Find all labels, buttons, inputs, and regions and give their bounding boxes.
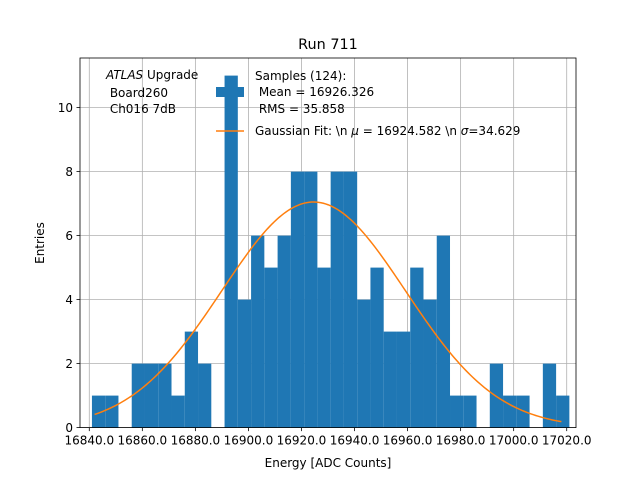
x-tick-label: 16980.0 (436, 434, 486, 448)
chart-title: Run 711 (298, 37, 358, 53)
histogram-bar (463, 395, 477, 428)
legend-fit-prefix: Gaussian Fit: \n (255, 124, 351, 138)
y-tick-label: 8 (65, 165, 73, 179)
histogram-bar (144, 363, 159, 428)
annotation-channel: Ch016 7dB (106, 102, 176, 116)
x-tick-label: 17020.0 (542, 434, 592, 448)
x-tick-label: 16860.0 (118, 434, 168, 448)
legend-samples-line-1: Samples (124): (255, 69, 346, 83)
detector-annotation: ATLAS Upgrade Board260 Ch016 7dB (105, 68, 198, 116)
legend-samples-line-3: RMS = 35.858 (255, 102, 345, 116)
histogram-bar (450, 395, 464, 428)
y-tick-label: 10 (58, 101, 73, 115)
annotation-upgrade: Upgrade (143, 68, 198, 82)
annotation-line-1: ATLAS Upgrade (105, 68, 198, 82)
legend-samples-line-2: Mean = 16926.326 (255, 85, 374, 99)
annotation-atlas: ATLAS (105, 68, 144, 82)
x-tick-label: 16940.0 (330, 434, 380, 448)
histogram-bar (158, 363, 172, 428)
histogram-bars (91, 75, 570, 428)
legend-samples-swatch (216, 87, 244, 97)
histogram-bar (198, 363, 212, 428)
histogram-bar (131, 363, 145, 428)
x-axis-ticks: 16840.0 16860.0 16880.0 16900.0 16920.0 16940… (64, 427, 592, 448)
histogram-bar (556, 395, 570, 428)
annotation-board: Board260 (106, 86, 168, 100)
histogram-bar (396, 331, 411, 428)
y-tick-label: 6 (65, 229, 73, 243)
x-tick-label: 16920.0 (277, 434, 327, 448)
histogram-bar (330, 171, 344, 428)
histogram-bar (251, 235, 265, 428)
histogram-bar (224, 75, 238, 428)
histogram-bar (516, 395, 530, 428)
histogram-bar (171, 395, 185, 428)
y-tick-label: 0 (65, 421, 73, 435)
legend: Samples (124): Mean = 16926.326 RMS = 35… (216, 69, 520, 138)
x-axis-label: Energy [ADC Counts] (265, 456, 392, 470)
histogram-bar (277, 235, 291, 428)
x-tick-label: 16960.0 (383, 434, 433, 448)
legend-fit-mid: = 16924.582 \n (359, 124, 461, 138)
histogram-bar (357, 299, 371, 428)
histogram-bar (423, 299, 437, 428)
histogram-bar (290, 171, 305, 428)
legend-fit-suffix: =34.629 (468, 124, 520, 138)
x-tick-label: 16880.0 (171, 434, 221, 448)
histogram-bar (343, 171, 358, 428)
histogram-bar (304, 171, 318, 428)
histogram-bar (237, 299, 252, 428)
y-tick-label: 4 (65, 293, 73, 307)
histogram-bar (542, 363, 557, 428)
y-tick-label: 2 (65, 357, 73, 371)
histogram-bar (264, 267, 278, 428)
histogram-bar (91, 395, 106, 428)
histogram-bar (503, 395, 517, 428)
x-tick-label: 16900.0 (224, 434, 274, 448)
histogram-bar (317, 267, 331, 428)
histogram-bar (105, 395, 119, 428)
histogram-bar (436, 235, 451, 428)
gaussian-fit-curve (94, 201, 562, 423)
y-axis-ticks: 0 2 4 6 8 10 (58, 101, 80, 435)
histogram-bar (410, 267, 424, 428)
x-tick-label: 16840.0 (64, 434, 114, 448)
histogram-bar (383, 331, 397, 428)
histogram-bar (184, 331, 199, 428)
histogram-bar (370, 267, 384, 428)
legend-fit-label: Gaussian Fit: \n μ = 16924.582 \n σ=34.6… (255, 124, 520, 138)
legend-fit-mu: μ (350, 124, 359, 138)
plot-frame (79, 57, 577, 429)
x-tick-label: 17000.0 (489, 434, 539, 448)
legend-fit-sigma: σ (461, 124, 469, 138)
y-axis-label: Entries (33, 222, 47, 264)
